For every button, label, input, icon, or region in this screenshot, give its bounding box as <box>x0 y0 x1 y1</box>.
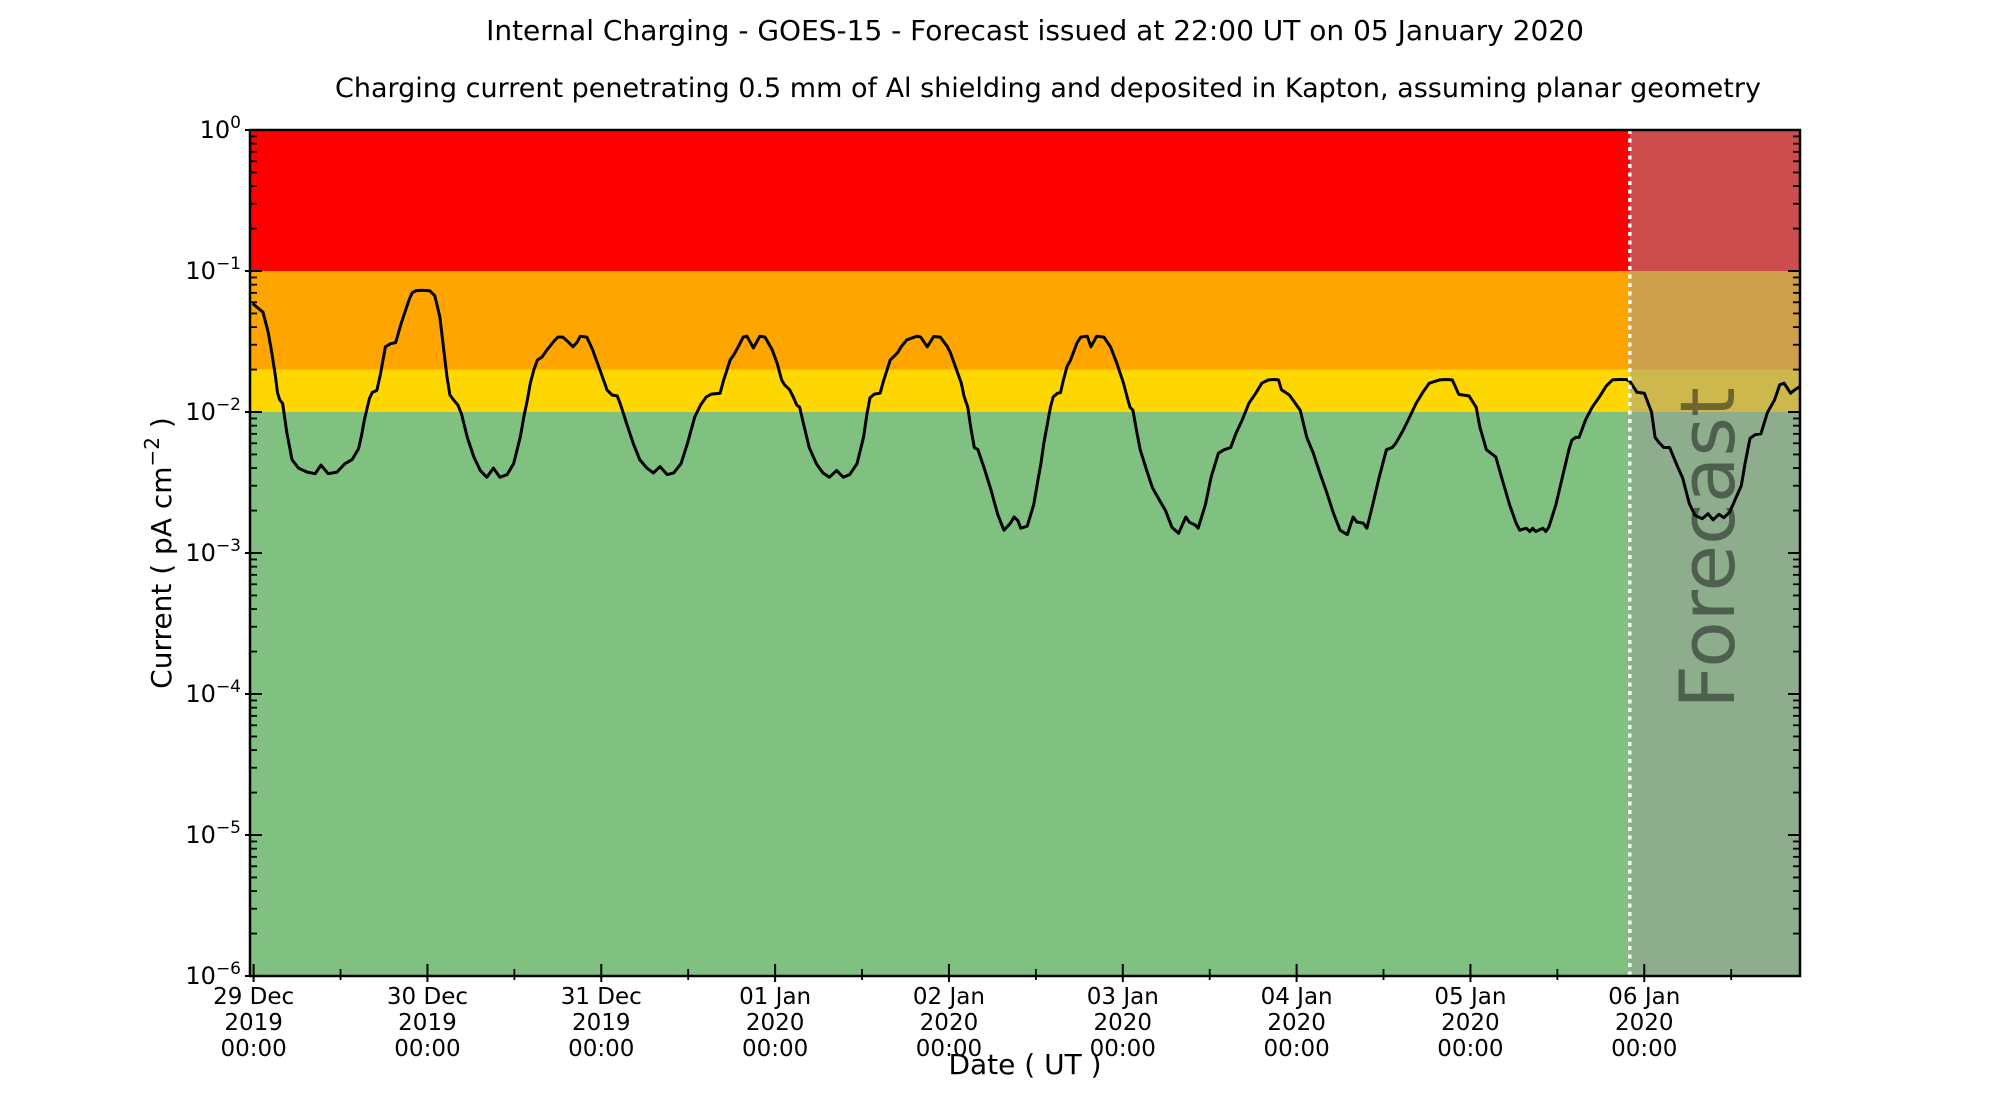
x-tick-label: 2020 <box>920 1010 979 1036</box>
x-tick-label: 00:00 <box>742 1036 808 1062</box>
chart-title: Internal Charging - GOES-15 - Forecast i… <box>486 14 1584 47</box>
plot-border <box>248 128 1802 978</box>
x-tick-label: 02 Jan <box>913 984 985 1010</box>
x-tick-label: 2020 <box>1441 1010 1500 1036</box>
charging-current-line <box>252 288 1800 537</box>
y-axis-label-text: Current ( pA cm <box>145 466 178 688</box>
x-tick-label: 2020 <box>1094 1010 1153 1036</box>
x-tick-label: 2019 <box>398 1010 457 1036</box>
x-tick-label: 00:00 <box>916 1036 982 1062</box>
risk-bands <box>250 130 1800 976</box>
y-tick-label: 10−2 <box>185 395 241 426</box>
x-tick-label: 00:00 <box>1437 1036 1503 1062</box>
forecast-watermark-layer: Forecast <box>1663 387 1752 709</box>
x-tick-label: 29 Dec <box>213 984 294 1010</box>
x-tick-label: 2019 <box>572 1010 631 1036</box>
x-tick-label: 00:00 <box>220 1036 286 1062</box>
x-tick-label: 30 Dec <box>387 984 468 1010</box>
x-tick-label: 00:00 <box>1263 1036 1329 1062</box>
band-yellow-caution <box>250 369 1800 412</box>
x-tick-label: 2019 <box>224 1010 283 1036</box>
x-tick-label: 2020 <box>1615 1010 1674 1036</box>
y-axis-label-superscript: −2 <box>140 437 164 466</box>
forecast-overlay <box>1629 130 1800 976</box>
chart-subtitle: Charging current penetrating 0.5 mm of A… <box>335 73 1761 104</box>
y-tick-label: 100 <box>200 113 241 144</box>
x-tick-label: 03 Jan <box>1087 984 1159 1010</box>
x-tick-label: 00:00 <box>394 1036 460 1062</box>
y-tick-label: 10−3 <box>185 536 241 567</box>
y-axis-label: Current ( pA cm−2 ) <box>140 417 178 689</box>
y-tick-label: 10−6 <box>185 959 241 990</box>
x-tick-label: 2020 <box>1267 1010 1326 1036</box>
y-tick-label: 10−4 <box>185 677 241 708</box>
band-orange-warning <box>250 271 1800 370</box>
x-axis-label: Date ( UT ) <box>948 1048 1101 1081</box>
y-tick-label: 10−5 <box>185 818 241 849</box>
x-tick-label: 2020 <box>746 1010 805 1036</box>
x-tick-label: 00:00 <box>1090 1036 1156 1062</box>
x-tick-label: 04 Jan <box>1261 984 1333 1010</box>
band-red-alert <box>250 130 1800 271</box>
x-tick-label: 00:00 <box>1611 1036 1677 1062</box>
y-tick-label: 10−1 <box>185 254 241 285</box>
x-tick-label: 00:00 <box>568 1036 634 1062</box>
y-axis-label-close: ) <box>145 417 178 437</box>
data-layer <box>252 130 1800 976</box>
forecast-watermark: Forecast <box>1663 387 1752 709</box>
x-tick-label: 05 Jan <box>1434 984 1506 1010</box>
x-tick-label: 06 Jan <box>1608 984 1680 1010</box>
x-tick-label: 31 Dec <box>561 984 642 1010</box>
band-green-safe <box>250 412 1800 976</box>
x-tick-label: 01 Jan <box>739 984 811 1010</box>
